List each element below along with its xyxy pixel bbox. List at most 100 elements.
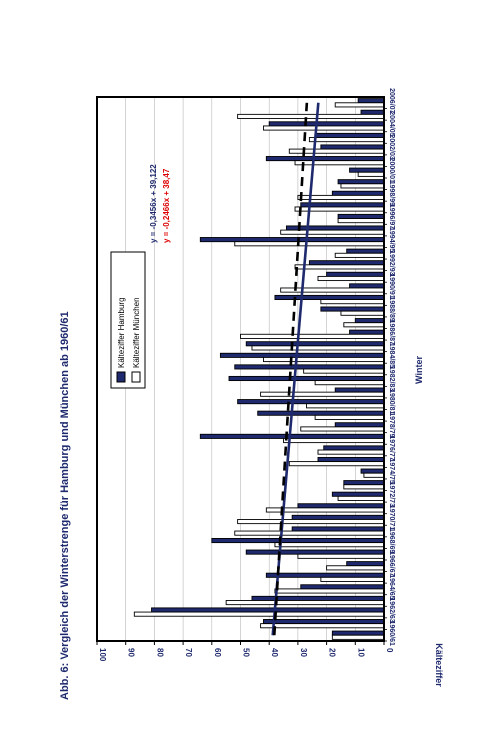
equation-hamburg: y = -0,3456x + 39,122 [149, 164, 158, 243]
legend-label-hamburg: Kälteziffer Hamburg [117, 297, 126, 368]
y-tick-label: 1988/89 [388, 296, 395, 321]
bar-muenchen [280, 229, 385, 235]
bar-hamburg [211, 538, 385, 544]
bar-hamburg [291, 514, 385, 520]
y-tick-label: 1980/81 [388, 389, 395, 414]
bar-muenchen [357, 171, 385, 177]
bar-muenchen [334, 252, 385, 258]
legend-swatch-muenchen [131, 371, 141, 383]
legend: Kälteziffer Hamburg Kälteziffer München [110, 251, 146, 389]
y-tick-label: 1964/65 [388, 574, 395, 599]
bar-hamburg [263, 619, 385, 625]
bar-muenchen [340, 310, 385, 316]
bar-muenchen [334, 102, 385, 108]
bar-muenchen [317, 275, 385, 282]
y-tick-label: 2000/01 [388, 158, 395, 183]
bar-hamburg [320, 306, 385, 312]
bar-hamburg [219, 352, 385, 358]
bar-hamburg [337, 213, 385, 219]
bar-hamburg [331, 630, 385, 636]
bar-muenchen [363, 472, 385, 478]
bar-hamburg [245, 341, 385, 347]
y-tick-label: 1992/93 [388, 250, 395, 275]
bar-muenchen [234, 241, 385, 247]
bar-muenchen [274, 588, 385, 594]
bar-hamburg [257, 410, 385, 416]
y-tick-label: 1968/69 [388, 528, 395, 553]
bar-hamburg [346, 248, 385, 254]
bar-muenchen [308, 137, 385, 143]
bar-muenchen [260, 623, 385, 629]
y-tick-label: 1990/91 [388, 273, 395, 298]
bar-hamburg [300, 584, 385, 590]
y-tick-label: 1972/73 [388, 482, 395, 507]
legend-swatch-hamburg [116, 371, 126, 383]
legend-label-muenchen: Kälteziffer München [132, 297, 141, 368]
bar-muenchen [263, 356, 385, 363]
bar-muenchen [331, 634, 385, 640]
bar-hamburg [300, 202, 385, 208]
bar-hamburg [331, 491, 385, 497]
y-tick-label: 1982/83 [388, 366, 395, 391]
bar-hamburg [265, 572, 385, 578]
bar-hamburg [343, 480, 385, 486]
bar-hamburg [360, 468, 385, 474]
x-tick-label: 50 [242, 648, 251, 657]
bar-muenchen [283, 437, 385, 444]
trendline-hamburg [271, 102, 320, 636]
bar-muenchen [274, 542, 385, 548]
bar-hamburg [251, 595, 385, 601]
bar-muenchen [320, 299, 385, 305]
x-tick-label: 20 [328, 648, 337, 657]
bar-hamburg [245, 549, 385, 555]
bar-hamburg [354, 318, 385, 324]
bar-hamburg [151, 607, 385, 613]
bar-muenchen [294, 160, 385, 166]
y-tick-label: 2002/03 [388, 134, 395, 159]
y-axis-title: Winter [414, 356, 424, 384]
x-tick-label: 10 [356, 648, 365, 657]
bar-hamburg [334, 387, 385, 393]
bar-muenchen [306, 403, 385, 409]
bar-muenchen [251, 345, 385, 351]
bar-muenchen [317, 449, 385, 455]
bar-muenchen [340, 183, 385, 189]
y-tick-label: 2004/05 [388, 111, 395, 136]
bar-hamburg [357, 98, 385, 104]
bar-hamburg [199, 433, 385, 439]
bar-muenchen [337, 218, 385, 224]
bar-muenchen [133, 611, 385, 617]
y-tick-label: 1970/71 [388, 505, 395, 530]
y-tick-label: 1994/95 [388, 227, 395, 252]
bar-muenchen [326, 565, 385, 571]
bar-hamburg [346, 561, 385, 567]
bar-hamburg [237, 399, 385, 405]
bar-muenchen [240, 333, 385, 339]
bar-muenchen [314, 414, 385, 420]
y-tick-label: 1960/61 [388, 621, 395, 646]
x-tick-label: 40 [270, 648, 279, 657]
chart-title: Abb. 6: Vergleich der Winterstrenge für … [59, 311, 71, 700]
y-tick-label: 2006/07 [388, 88, 395, 113]
x-tick-label: 60 [213, 648, 222, 657]
x-tick-label: 100 [98, 648, 107, 662]
bar-hamburg [308, 260, 385, 266]
bar-muenchen [320, 576, 385, 582]
bar-hamburg [349, 167, 385, 173]
bar-muenchen [343, 322, 385, 328]
y-tick-label: 1966/67 [388, 551, 395, 576]
bar-muenchen [237, 113, 385, 119]
bar-hamburg [349, 283, 385, 289]
bars [133, 98, 385, 640]
trendlines [271, 102, 320, 636]
bar-hamburg [268, 121, 385, 127]
y-tick-label: 1996/97 [388, 204, 395, 229]
bar-muenchen [260, 391, 385, 397]
x-axis-title: Kälteziffer [434, 643, 444, 687]
bar-muenchen [303, 368, 385, 374]
bar-hamburg [297, 503, 385, 509]
bar-muenchen [300, 426, 385, 432]
x-tick-label: 80 [155, 648, 164, 657]
bar-muenchen [234, 530, 385, 536]
bar-hamburg [349, 329, 385, 335]
